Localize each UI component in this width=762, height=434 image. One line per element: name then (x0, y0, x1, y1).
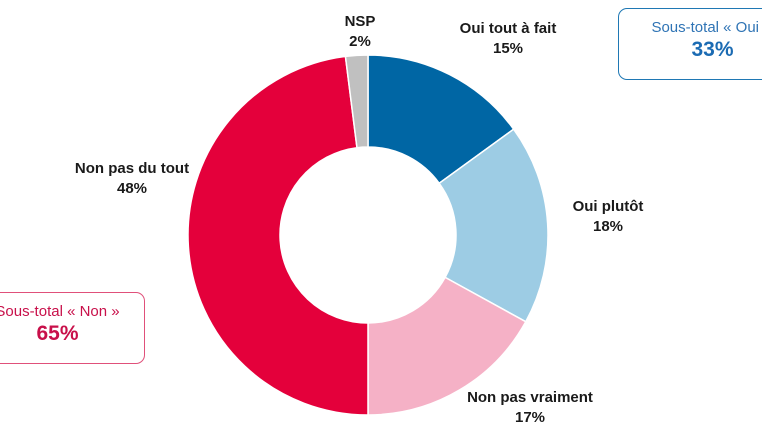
slice-non-pas-vraiment (367, 276, 527, 416)
slice-oui-plutot (438, 128, 549, 323)
slice-non-pas-du-tout (187, 55, 369, 416)
slice-label-nsp: NSP (345, 13, 376, 30)
slice-value-oui-plutot: 18% (593, 218, 623, 235)
slice-value-nsp: 2% (349, 33, 371, 50)
subtotal-non-caption: Sous-total « Non » (0, 303, 120, 320)
subtotal-oui-value: 33% (691, 38, 734, 61)
slice-label-oui-tout-a-fait: Oui tout à fait (460, 20, 557, 37)
subtotal-oui-box: Sous-total « Oui » 33% (618, 8, 762, 80)
slice-label-non-pas-du-tout: Non pas du tout (75, 160, 189, 177)
slice-nsp (344, 54, 369, 149)
slice-label-oui-plutot: Oui plutôt (573, 198, 644, 215)
subtotal-oui-caption: Sous-total « Oui » (651, 19, 762, 36)
slice-oui-tout-a-fait (367, 54, 515, 185)
subtotal-non-box: Sous-total « Non » 65% (0, 292, 145, 364)
slice-value-oui-tout-a-fait: 15% (493, 40, 523, 57)
slice-value-non-pas-du-tout: 48% (117, 180, 147, 197)
subtotal-non-value: 65% (36, 322, 79, 345)
slice-value-non-pas-vraiment: 17% (515, 409, 545, 426)
slice-label-non-pas-vraiment: Non pas vraiment (467, 389, 593, 406)
